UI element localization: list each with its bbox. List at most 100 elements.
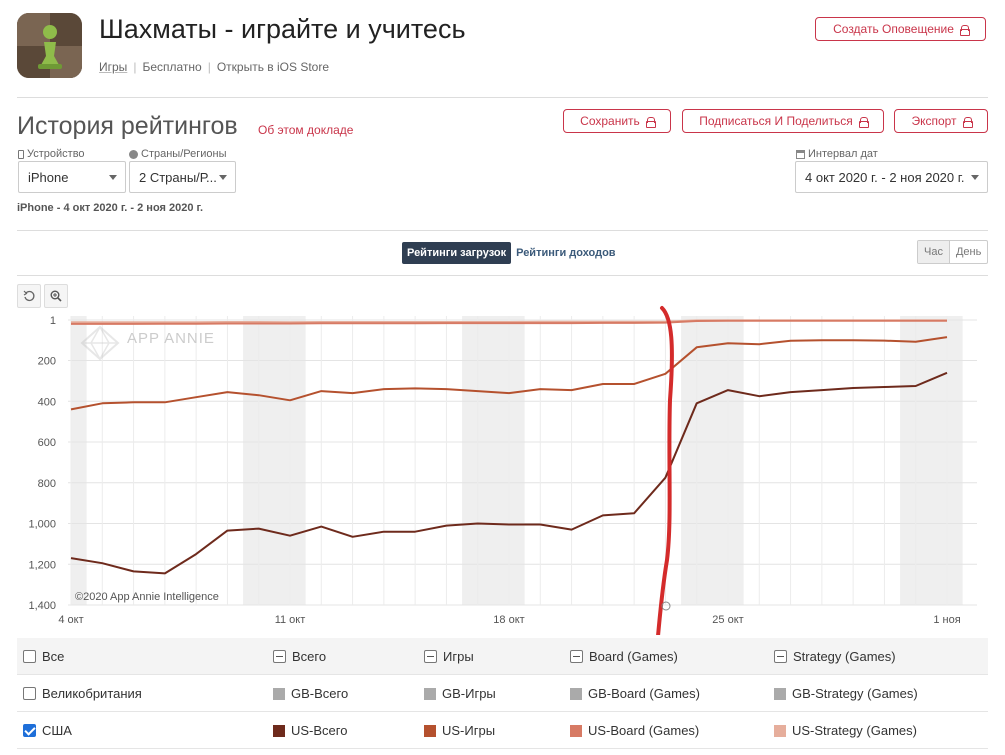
- date-range-label: Интервал дат: [796, 148, 878, 160]
- series-toggle[interactable]: US-Board (Games): [570, 712, 699, 749]
- series-toggle[interactable]: US-Всего: [273, 712, 347, 749]
- granularity-toggle: Час День: [917, 240, 989, 264]
- series-swatch: [774, 724, 786, 737]
- series-label: US-Всего: [291, 723, 348, 738]
- series-label: US-Игры: [442, 723, 496, 738]
- device-select[interactable]: iPhone: [18, 161, 126, 193]
- column-board-checkbox[interactable]: [570, 650, 583, 663]
- y-tick-label: 200: [38, 356, 56, 368]
- chevron-down-icon: [971, 175, 979, 180]
- y-tick-label: 400: [38, 396, 56, 408]
- series-label: GB-Board (Games): [588, 686, 700, 701]
- series-label: GB-Всего: [291, 686, 349, 701]
- weekend-band: [71, 316, 87, 605]
- tab-downloads[interactable]: Рейтинги загрузок: [402, 242, 512, 264]
- series-toggle[interactable]: US-Игры: [424, 712, 495, 749]
- select-all[interactable]: Все: [23, 638, 64, 675]
- y-tick-label: 1: [50, 315, 56, 327]
- app-title: Шахматы - играйте и учитесь: [99, 14, 466, 44]
- price-label: Бесплатно: [142, 60, 202, 74]
- chart-credit: ©2020 App Annie Intelligence: [75, 591, 219, 603]
- series-swatch: [424, 687, 436, 700]
- column-total-checkbox[interactable]: [273, 650, 286, 663]
- series-swatch: [570, 687, 582, 700]
- day-toggle[interactable]: День: [955, 246, 982, 258]
- separator: |: [133, 60, 137, 74]
- series-label: GB-Игры: [442, 686, 496, 701]
- series-lines: [70, 319, 948, 575]
- x-tick-label: 1 ноя: [933, 614, 960, 626]
- page-title: История рейтингов: [17, 112, 238, 140]
- lock-icon: [962, 116, 973, 128]
- weekend-band: [243, 316, 306, 605]
- globe-icon: [129, 149, 138, 159]
- country-checkbox[interactable]: [23, 724, 36, 737]
- country-toggle[interactable]: США: [23, 712, 72, 749]
- series-swatch: [273, 687, 285, 700]
- series-swatch: [424, 724, 436, 737]
- chevron-down-icon: [219, 175, 227, 180]
- ranking-chart[interactable]: APP ANNIE 1 200 400 600 800 1,000 1,200 1,400 4…: [0, 300, 1005, 635]
- export-button[interactable]: Экспорт: [894, 109, 988, 133]
- column-games-checkbox[interactable]: [424, 650, 437, 663]
- divider: [17, 230, 988, 231]
- x-tick-label: 11 окт: [275, 614, 306, 626]
- country-checkbox[interactable]: [23, 687, 36, 700]
- legend-header-row: Все Всего Игры Board (Games) Strategy (G…: [17, 638, 988, 675]
- region-select[interactable]: 2 Страны/Р...: [129, 161, 236, 193]
- date-range-select[interactable]: 4 окт 2020 г. - 2 ноя 2020 г.: [795, 161, 988, 193]
- lock-icon: [645, 116, 656, 128]
- phone-icon: [18, 149, 24, 159]
- series-toggle[interactable]: GB-Strategy (Games): [774, 675, 918, 712]
- lock-icon: [959, 24, 970, 36]
- x-tick-label: 4 окт: [58, 614, 83, 626]
- country-label: США: [42, 723, 72, 738]
- diamond-icon: [80, 325, 120, 361]
- select-all-checkbox[interactable]: [23, 650, 36, 663]
- tab-revenue[interactable]: Рейтинги доходов: [516, 247, 616, 259]
- create-alert-button[interactable]: Создать Оповещение: [815, 17, 986, 41]
- weekend-band: [462, 316, 525, 605]
- lock-icon: [858, 116, 869, 128]
- store-link[interactable]: Открыть в iOS Store: [216, 60, 330, 74]
- y-tick-label: 1,400: [28, 600, 56, 612]
- app-meta: Игры | Бесплатно | Открыть в iOS Store: [99, 60, 329, 74]
- weekend-band: [900, 316, 963, 605]
- series-toggle[interactable]: GB-Board (Games): [570, 675, 700, 712]
- weekend-band: [681, 316, 744, 605]
- series-label: US-Strategy (Games): [792, 723, 917, 738]
- watermark: APP ANNIE: [80, 325, 214, 361]
- subscribe-share-button[interactable]: Подписаться И Поделиться: [682, 109, 884, 133]
- chess-pawn-icon: [17, 13, 82, 78]
- save-label: Сохранить: [580, 114, 640, 128]
- separator: |: [207, 60, 211, 74]
- zoom-button[interactable]: [44, 284, 68, 308]
- y-axis: 1 200 400 600 800 1,000 1,200 1,400: [28, 315, 56, 612]
- country-toggle[interactable]: Великобритания: [23, 675, 142, 712]
- series-swatch: [273, 724, 285, 737]
- category-link[interactable]: Игры: [99, 60, 128, 74]
- subscribe-share-label: Подписаться И Поделиться: [699, 114, 853, 128]
- calendar-icon: [796, 149, 805, 159]
- gridlines: [68, 316, 977, 606]
- cursor-icon: [661, 601, 671, 611]
- undo-icon: [23, 290, 35, 302]
- column-total[interactable]: Всего: [273, 638, 326, 675]
- export-label: Экспорт: [911, 114, 957, 128]
- about-report-link[interactable]: Об этом докладе: [258, 123, 354, 137]
- column-board[interactable]: Board (Games): [570, 638, 678, 675]
- hour-toggle[interactable]: Час: [918, 241, 950, 263]
- series-toggle[interactable]: GB-Игры: [424, 675, 496, 712]
- column-strategy[interactable]: Strategy (Games): [774, 638, 896, 675]
- save-button[interactable]: Сохранить: [563, 109, 671, 133]
- series-legend-table: Все Всего Игры Board (Games) Strategy (G…: [17, 638, 988, 749]
- series-toggle[interactable]: GB-Всего: [273, 675, 348, 712]
- y-tick-label: 800: [38, 478, 56, 490]
- column-games[interactable]: Игры: [424, 638, 474, 675]
- y-tick-label: 600: [38, 437, 56, 449]
- filter-summary: iPhone - 4 окт 2020 г. - 2 ноя 2020 г.: [17, 202, 204, 214]
- reset-zoom-button[interactable]: [17, 284, 41, 308]
- series-toggle[interactable]: US-Strategy (Games): [774, 712, 917, 749]
- y-tick-label: 1,200: [28, 559, 56, 571]
- column-strategy-checkbox[interactable]: [774, 650, 787, 663]
